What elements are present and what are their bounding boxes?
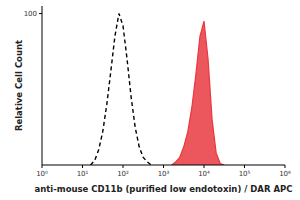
x-tick-label: 10¹ bbox=[77, 170, 89, 178]
series-line bbox=[91, 14, 152, 165]
y-axis bbox=[42, 6, 43, 165]
area-fill bbox=[172, 21, 225, 165]
y-tick-label: 100 bbox=[24, 10, 37, 18]
x-tick-label: 10³ bbox=[158, 170, 170, 178]
x-tick-label: 10² bbox=[117, 170, 129, 178]
area-outline bbox=[172, 21, 225, 165]
y-tick bbox=[39, 13, 42, 14]
x-tick-label: 10⁰ bbox=[36, 170, 48, 178]
x-axis-label: anti-mouse CD11b (purified low endotoxin… bbox=[35, 184, 293, 194]
x-tick-label: 10⁶ bbox=[279, 170, 291, 178]
chart: 10⁰ 10¹ 10² 10³ 10⁴ 10⁵ 10⁶ 100 anti-mouse CD11b… bbox=[0, 0, 300, 200]
x-tick bbox=[123, 165, 124, 168]
x-tick-label: 10⁴ bbox=[198, 170, 210, 178]
x-tick bbox=[82, 165, 83, 168]
x-tick bbox=[42, 165, 43, 168]
plot-area bbox=[91, 14, 225, 165]
x-tick-label: 10⁵ bbox=[239, 170, 251, 178]
x-tick bbox=[285, 165, 286, 168]
y-axis-label: Relative Cell Count bbox=[14, 40, 24, 131]
x-tick bbox=[244, 165, 245, 168]
x-tick bbox=[204, 165, 205, 168]
x-tick bbox=[163, 165, 164, 168]
